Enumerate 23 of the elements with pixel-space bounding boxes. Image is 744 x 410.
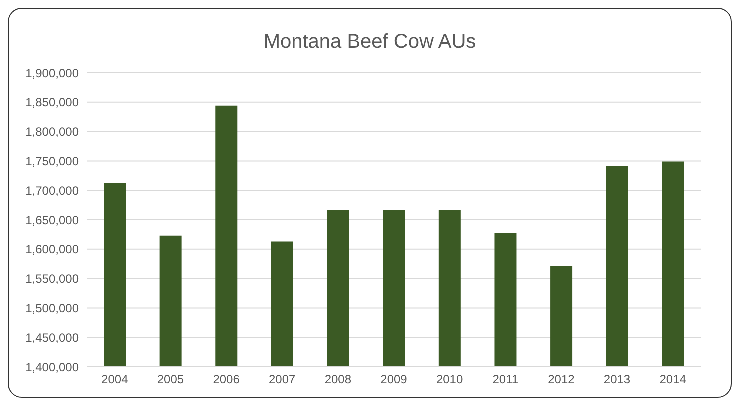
- y-tick-label: 1,450,000: [26, 330, 80, 345]
- y-tick-label: 1,750,000: [26, 154, 80, 168]
- y-tick-label: 1,500,000: [26, 301, 80, 316]
- x-tick-label: 2006: [213, 372, 240, 387]
- y-tick-label: 1,650,000: [26, 213, 80, 228]
- y-tick-label: 1,900,000: [26, 66, 80, 80]
- x-tick-label: 2011: [492, 372, 519, 387]
- x-tick-label: 2010: [436, 372, 464, 387]
- y-tick-label: 1,700,000: [26, 184, 80, 198]
- x-tick-label: 2014: [660, 372, 687, 387]
- x-tick-label: 2009: [380, 372, 408, 387]
- y-tick-label: 1,600,000: [26, 242, 80, 257]
- y-tick-label: 1,800,000: [26, 125, 80, 140]
- y-tick-label: 1,550,000: [26, 272, 80, 286]
- x-tick-label: 2012: [548, 372, 576, 387]
- x-tick-label: 2008: [324, 372, 352, 387]
- y-tick-label: 1,400,000: [26, 360, 80, 374]
- x-tick-label: 2005: [157, 372, 184, 387]
- y-tick-label: 1,850,000: [26, 96, 80, 110]
- x-tick-label: 2004: [102, 372, 129, 387]
- x-tick-label: 2007: [269, 372, 296, 387]
- x-tick-label: 2013: [604, 372, 631, 387]
- chart-title: Montana Beef Cow AUs: [262, 30, 478, 55]
